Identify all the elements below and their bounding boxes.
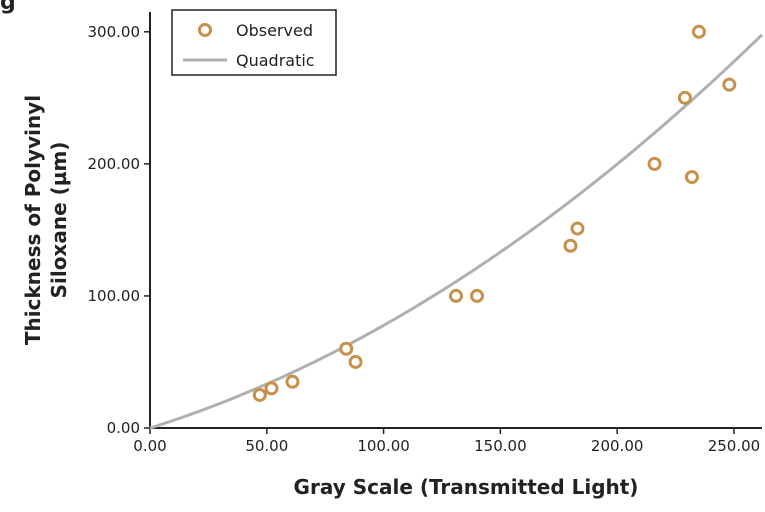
legend: Observed Quadratic: [171, 9, 337, 76]
x-tick-label: 0.00: [133, 437, 166, 455]
observed-point: [252, 387, 267, 402]
y-tick-label: 0.00: [107, 419, 140, 437]
legend-observed-marker: [198, 23, 212, 37]
y-tick-label: 300.00: [88, 23, 141, 41]
y-tick-label: 200.00: [88, 155, 141, 173]
x-tick-label: 150.00: [474, 437, 527, 455]
legend-quadratic-label: Quadratic: [236, 51, 315, 70]
data-points-layer: [252, 24, 737, 402]
observed-point: [647, 156, 662, 171]
axes: 0.00 50.00 100.00 150.00 200.00 250.00 0.00 100…: [88, 12, 762, 455]
observed-point: [677, 90, 692, 105]
observed-point: [684, 170, 699, 185]
quadratic-fit-line: [149, 33, 764, 430]
fit-curve-layer: [149, 33, 764, 430]
observed-point: [563, 238, 578, 253]
y-tick-label: 100.00: [88, 287, 141, 305]
figure-label: g: [0, 0, 16, 15]
observed-point: [470, 288, 485, 303]
axis-titles: Gray Scale (Transmitted Light) Thickness …: [21, 95, 638, 499]
observed-point: [264, 381, 279, 396]
observed-point: [348, 354, 363, 369]
legend-observed-label: Observed: [236, 21, 313, 40]
y-axis-title: Thickness of Polyvinyl Siloxane (µm): [21, 95, 71, 345]
y-axis-title-line: Siloxane (µm): [47, 142, 71, 299]
observed-point: [722, 77, 737, 92]
x-tick-label: 250.00: [708, 437, 761, 455]
x-axis-title: Gray Scale (Transmitted Light): [294, 475, 639, 499]
x-tick-label: 50.00: [245, 437, 288, 455]
observed-point: [691, 24, 706, 39]
observed-point: [285, 374, 300, 389]
x-tick-label: 200.00: [591, 437, 644, 455]
observed-point: [570, 221, 585, 236]
y-axis-title-line: Thickness of Polyvinyl: [21, 95, 45, 345]
observed-point: [339, 341, 354, 356]
x-tick-label: 100.00: [357, 437, 410, 455]
observed-point: [449, 288, 463, 303]
legend-box: [171, 9, 337, 76]
